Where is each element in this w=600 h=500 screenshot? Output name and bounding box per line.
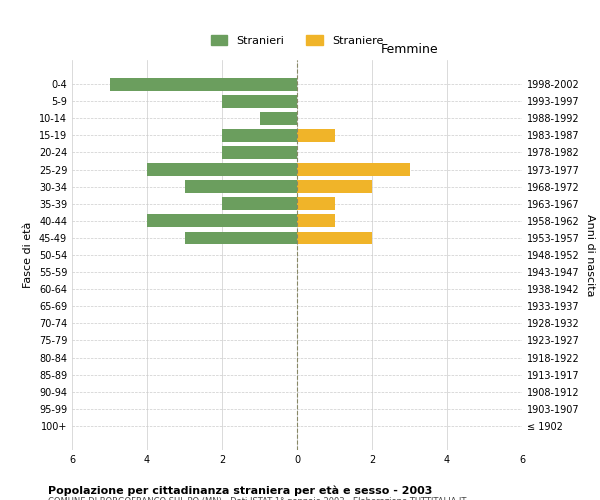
Bar	[110, 78, 297, 90]
Bar	[147, 214, 297, 227]
Bar	[297, 163, 409, 176]
Bar	[222, 95, 297, 108]
Legend: Stranieri, Straniere: Stranieri, Straniere	[206, 30, 388, 50]
Text: COMUNE DI BORGOFRANCO SUL PO (MN) - Dati ISTAT 1° gennaio 2003 - Elaborazione TU: COMUNE DI BORGOFRANCO SUL PO (MN) - Dati…	[48, 498, 466, 500]
Bar	[297, 129, 335, 142]
Bar	[260, 112, 297, 124]
Bar	[297, 214, 335, 227]
Bar	[185, 180, 297, 193]
Y-axis label: Fasce di età: Fasce di età	[23, 222, 33, 288]
Bar	[297, 198, 335, 210]
Bar	[222, 129, 297, 142]
Text: Popolazione per cittadinanza straniera per età e sesso - 2003: Popolazione per cittadinanza straniera p…	[48, 485, 433, 496]
Bar	[222, 146, 297, 159]
Y-axis label: Anni di nascita: Anni di nascita	[585, 214, 595, 296]
Bar	[222, 198, 297, 210]
Bar	[297, 180, 372, 193]
Text: Femmine: Femmine	[380, 43, 439, 56]
Bar	[147, 163, 297, 176]
Bar	[297, 232, 372, 244]
Bar	[185, 232, 297, 244]
